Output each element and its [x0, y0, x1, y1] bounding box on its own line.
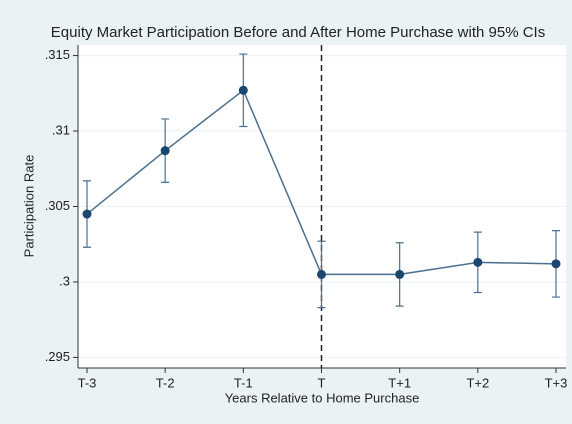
x-tick-label: T-3 [78, 375, 97, 390]
x-tick-label: T+3 [545, 375, 568, 390]
point [317, 269, 326, 279]
point [160, 146, 170, 156]
point [473, 257, 483, 267]
y-tick-label: .305 [45, 198, 70, 213]
point [238, 85, 248, 95]
x-tick-label: T+2 [466, 375, 489, 390]
point [551, 259, 561, 269]
point [82, 209, 92, 219]
x-tick-label: T [318, 375, 326, 390]
y-tick-label: .295 [45, 349, 70, 364]
x-tick-label: T-2 [156, 375, 175, 390]
y-tick-label: .3 [59, 273, 70, 288]
x-tick-label: T+1 [388, 375, 411, 390]
y-axis-label: Participation Rate [21, 155, 36, 258]
y-tick-label: .31 [52, 122, 70, 137]
x-axis-label: Years Relative to Home Purchase [225, 390, 420, 405]
chart-title: Equity Market Participation Before and A… [51, 24, 545, 41]
x-tick-label: T-1 [234, 375, 253, 390]
y-tick-label: .315 [45, 47, 70, 62]
point [395, 269, 405, 279]
